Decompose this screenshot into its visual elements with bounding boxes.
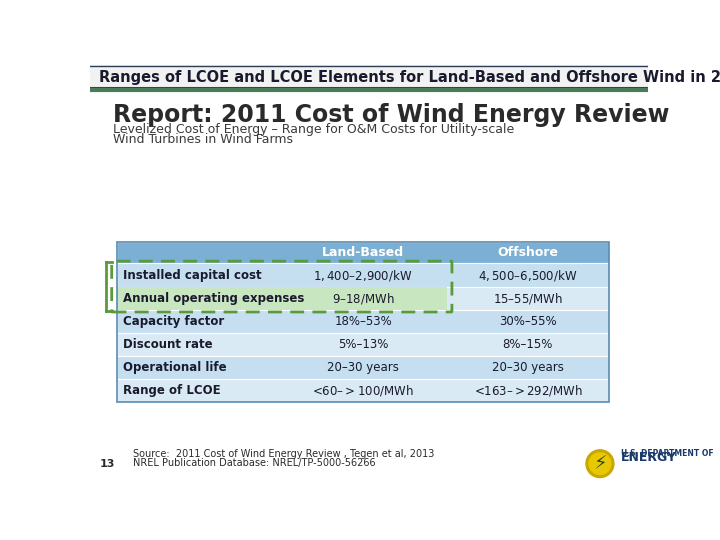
Text: 13: 13 [100,458,115,469]
Text: 18%–53%: 18%–53% [334,315,392,328]
Text: <$60–>$100/MWh: <$60–>$100/MWh [312,383,414,398]
Text: Land-Based: Land-Based [322,246,404,259]
Text: $15–$55/MWh: $15–$55/MWh [493,291,563,306]
Text: $4,500–$6,500/kW: $4,500–$6,500/kW [478,267,577,282]
Text: Capacity factor: Capacity factor [123,315,225,328]
Text: 8%–15%: 8%–15% [503,338,553,351]
Bar [90,65,648,88]
Bar [117,309,609,333]
Text: U.S. DEPARTMENT OF: U.S. DEPARTMENT OF [621,449,714,457]
Text: Installed capital cost: Installed capital cost [123,268,262,281]
Bar [117,242,609,264]
Bar [117,264,609,287]
Bar [117,287,609,309]
Bar [117,333,609,356]
Text: 20–30 years: 20–30 years [492,361,564,374]
Text: Offshore: Offshore [498,246,559,259]
Text: Operational life: Operational life [123,361,227,374]
Bar [117,242,609,402]
Text: ⚡: ⚡ [593,454,607,473]
Bar [117,287,446,309]
Text: ENERGY: ENERGY [621,451,677,464]
Text: Levelized Cost of Energy – Range for O&M Costs for Utility-scale: Levelized Cost of Energy – Range for O&M… [113,123,515,136]
Text: Source:  2011 Cost of Wind Energy Review , Tegen et al, 2013: Source: 2011 Cost of Wind Energy Review … [132,449,434,459]
Circle shape [589,453,611,475]
Bar [117,356,609,379]
Text: 5%–13%: 5%–13% [338,338,388,351]
Text: Report: 2011 Cost of Wind Energy Review: Report: 2011 Cost of Wind Energy Review [113,103,670,127]
Bar [117,379,609,402]
Text: Annual operating expenses: Annual operating expenses [123,292,305,305]
Text: $9–$18/MWh: $9–$18/MWh [332,291,395,306]
Text: Discount rate: Discount rate [123,338,213,351]
Text: Wind Turbines in Wind Farms: Wind Turbines in Wind Farms [113,132,293,146]
Text: 30%–55%: 30%–55% [499,315,557,328]
Text: NREL Publication Database: NREL/TP-5000-56266: NREL Publication Database: NREL/TP-5000-… [132,458,375,468]
Text: Ranges of LCOE and LCOE Elements for Land-Based and Offshore Wind in 2011: Ranges of LCOE and LCOE Elements for Lan… [99,70,720,85]
Text: Range of LCOE: Range of LCOE [123,384,221,397]
Text: <$163–>$292/MWh: <$163–>$292/MWh [474,383,582,398]
Circle shape [586,450,614,477]
Text: $1,400–$2,900/kW: $1,400–$2,900/kW [313,267,413,282]
Text: 20–30 years: 20–30 years [328,361,399,374]
